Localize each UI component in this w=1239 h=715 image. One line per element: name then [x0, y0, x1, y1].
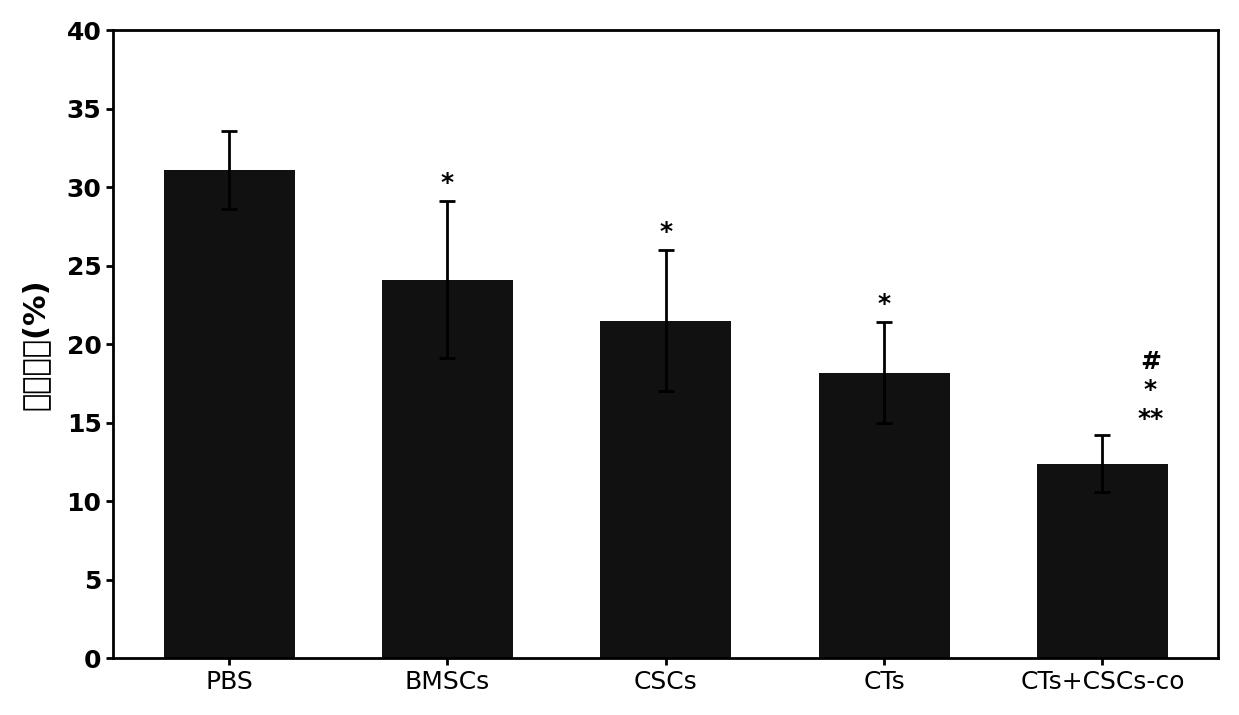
Bar — [382, 280, 513, 659]
Text: **: ** — [1137, 407, 1163, 430]
Y-axis label: 梗死面积(%): 梗死面积(%) — [21, 279, 50, 410]
Bar — [819, 373, 949, 659]
Text: *: * — [1144, 378, 1157, 403]
Text: *: * — [877, 292, 891, 316]
Bar — [600, 321, 731, 659]
Text: *: * — [441, 171, 453, 195]
Text: *: * — [659, 220, 673, 244]
Text: #: # — [1140, 350, 1161, 374]
Bar — [164, 170, 295, 659]
Bar — [1037, 463, 1168, 659]
